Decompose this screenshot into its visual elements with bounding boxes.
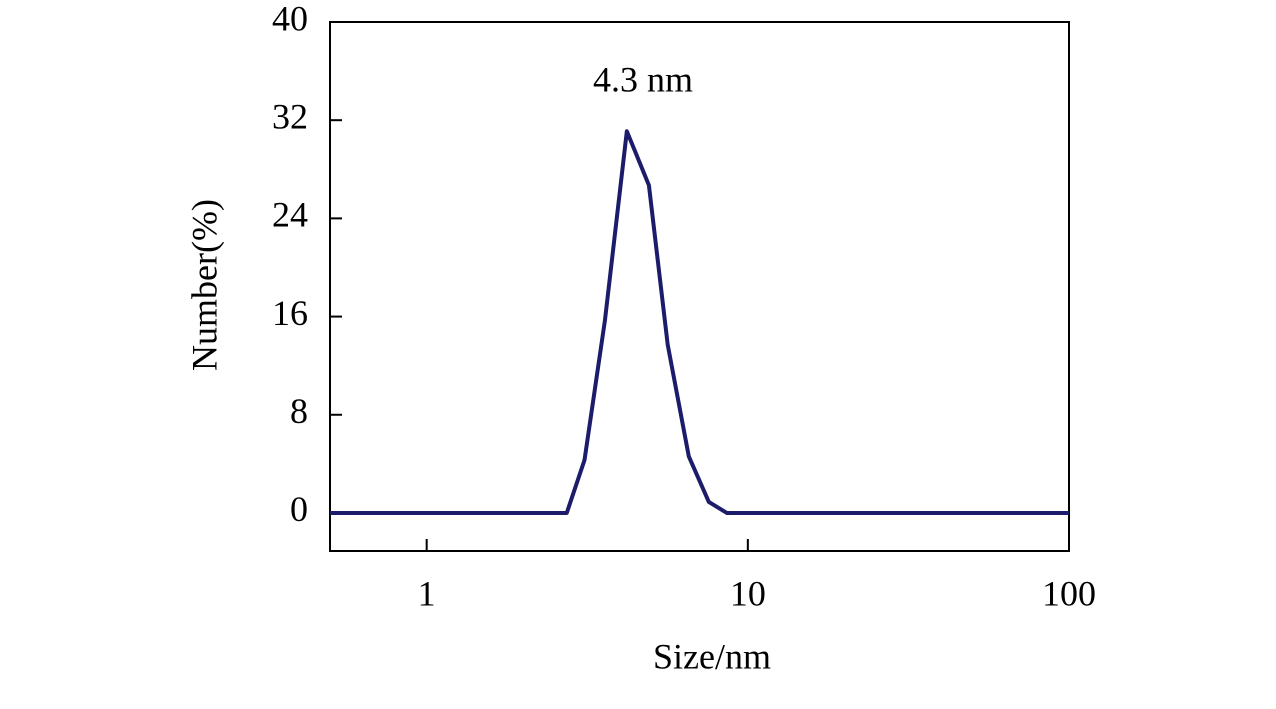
x-axis-label: Size/nm — [653, 636, 771, 676]
y-tick-label: 0 — [290, 489, 308, 529]
y-tick-label: 40 — [272, 0, 308, 38]
x-tick-label: 10 — [730, 573, 766, 613]
x-tick-label: 100 — [1042, 573, 1096, 613]
y-tick-label: 24 — [272, 195, 308, 235]
y-tick-label: 16 — [272, 293, 308, 333]
annotation: 4.3 nm — [593, 59, 693, 99]
y-axis-label: Number(%) — [184, 199, 224, 371]
y-tick-label: 8 — [290, 391, 308, 431]
y-tick-label: 32 — [272, 96, 308, 136]
plot-frame — [329, 21, 1070, 552]
x-tick-label: 1 — [418, 573, 436, 613]
data-line — [330, 129, 1069, 515]
